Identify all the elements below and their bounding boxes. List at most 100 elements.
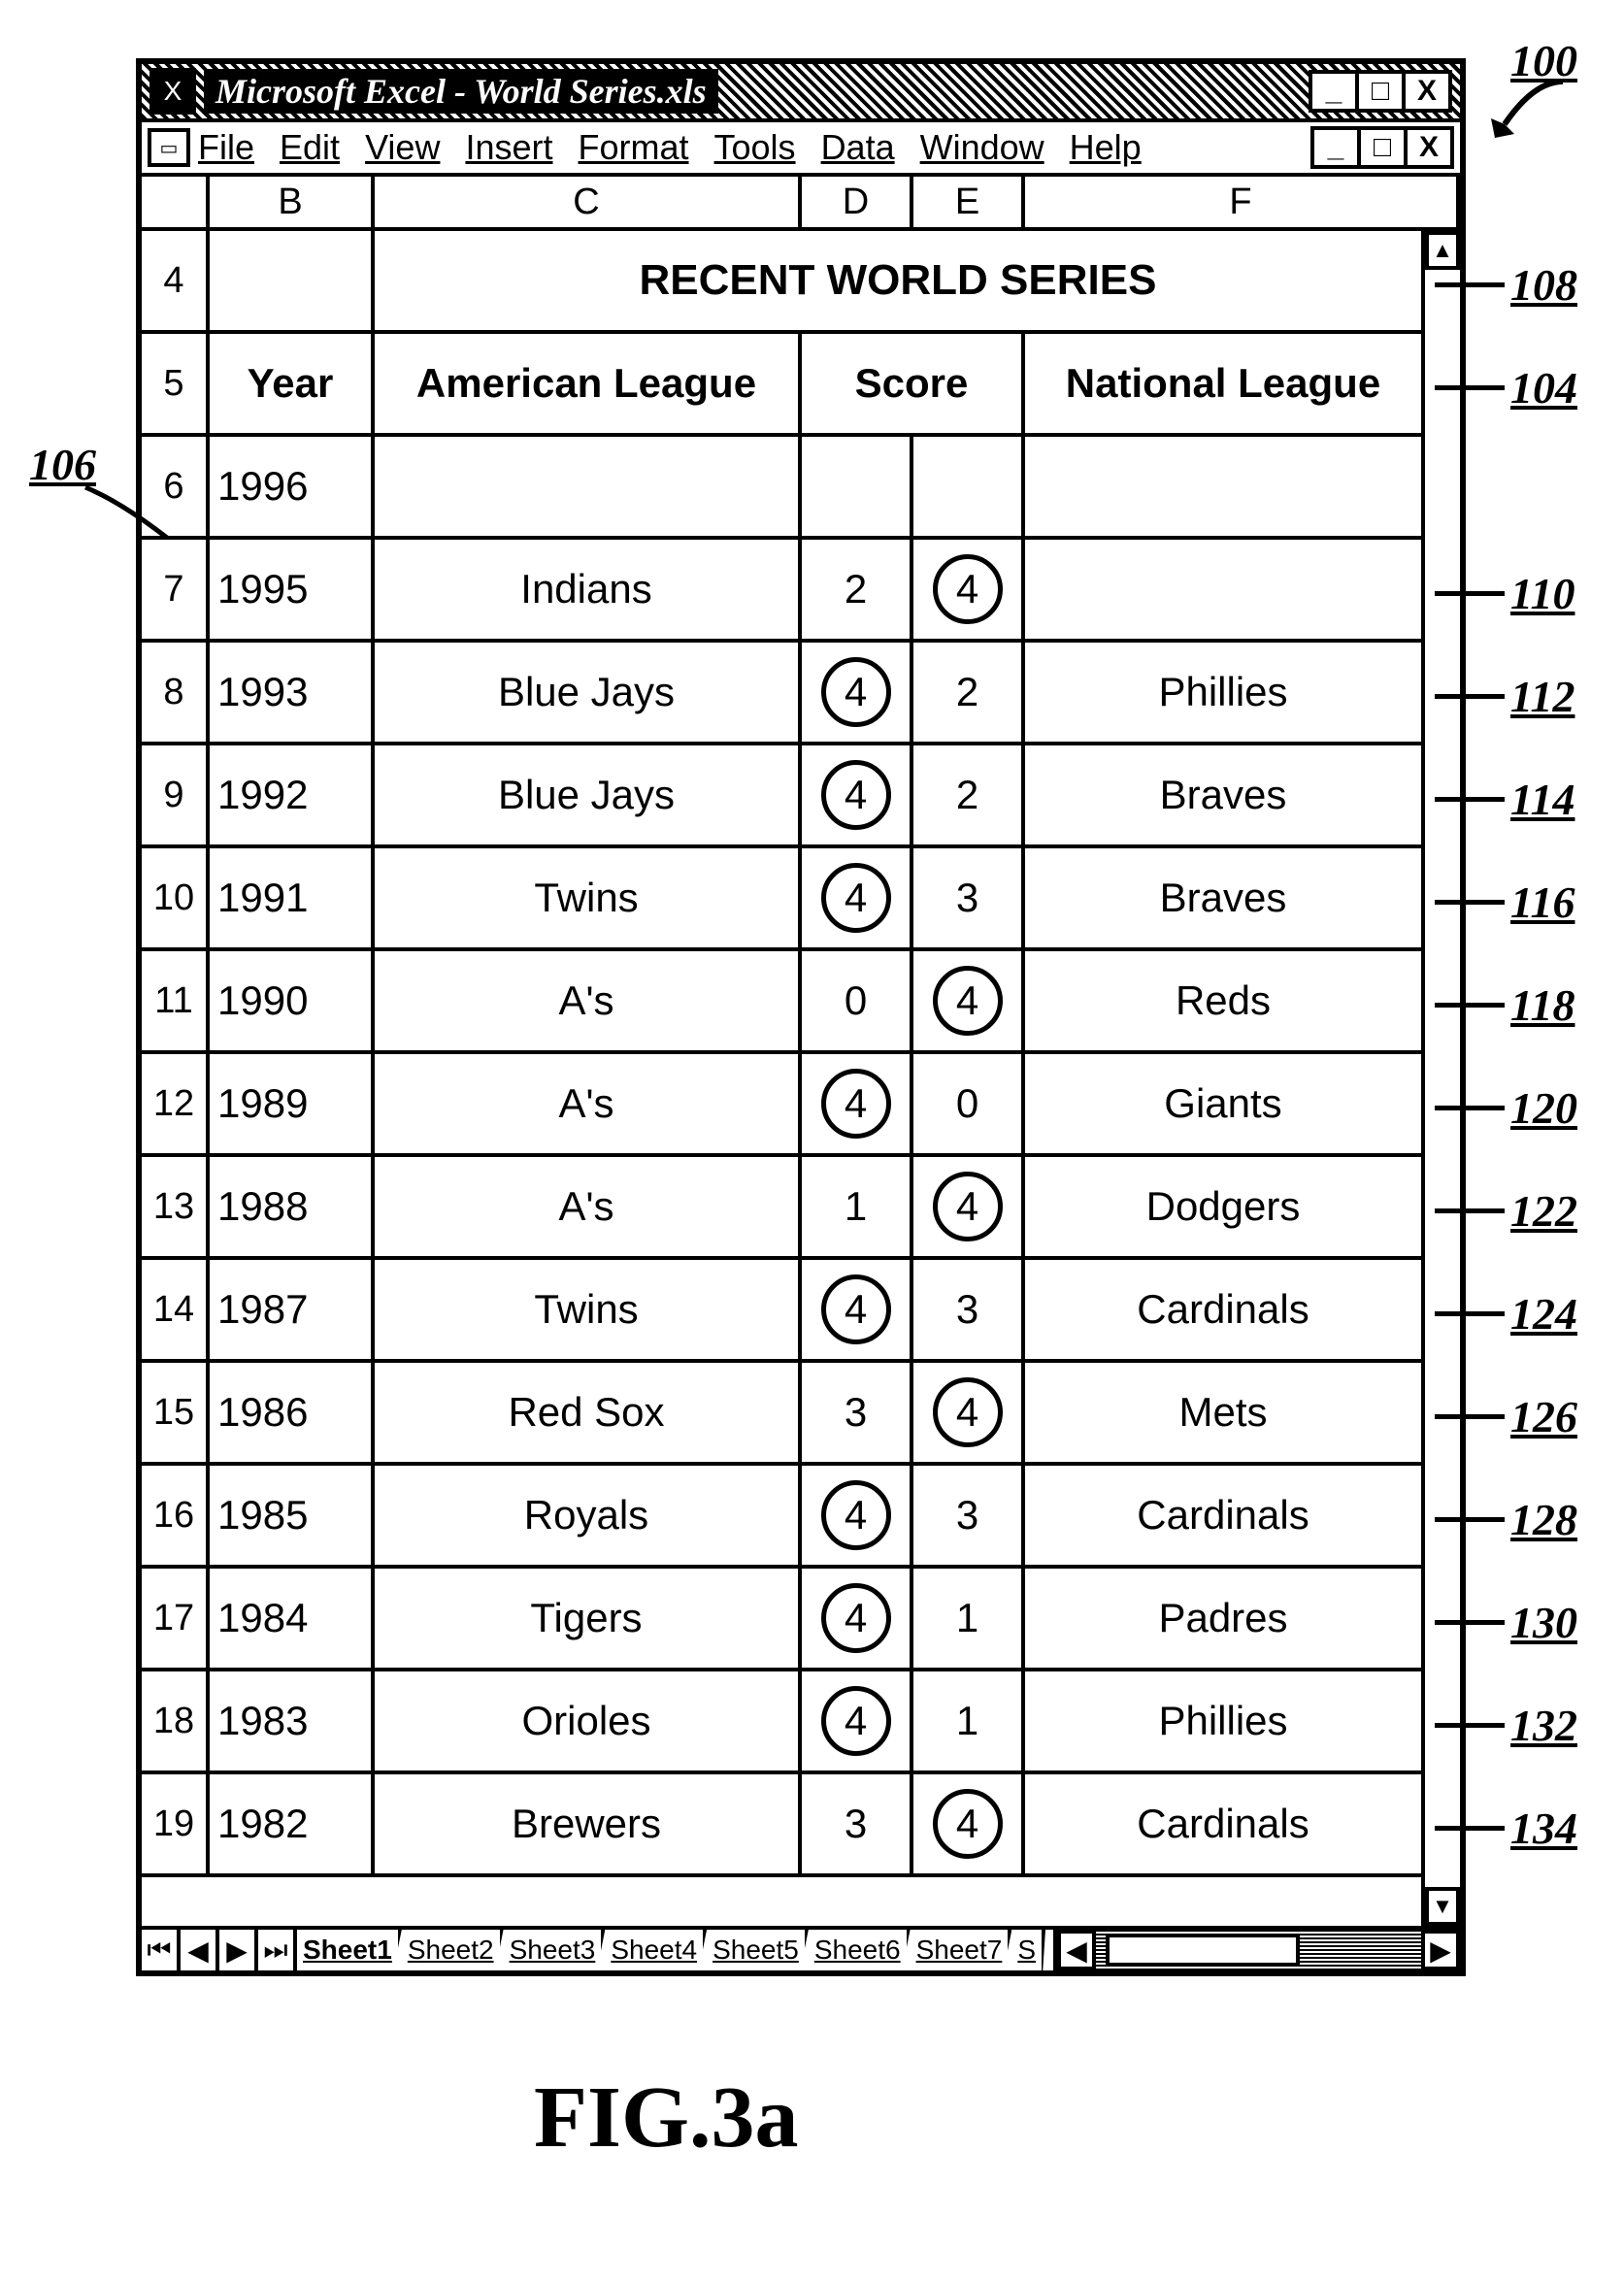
column-c[interactable]: C — [375, 177, 802, 227]
cell-score-d[interactable]: 4 — [802, 1671, 913, 1770]
cell-year[interactable]: 1986 — [210, 1363, 375, 1462]
cell-score-e[interactable]: 1 — [913, 1569, 1025, 1668]
row-number[interactable]: 9 — [142, 745, 210, 844]
cell-score-e[interactable] — [913, 437, 1025, 536]
row-number[interactable]: 13 — [142, 1157, 210, 1256]
cell-score-e[interactable]: 3 — [913, 1260, 1025, 1359]
menu-view[interactable]: View — [365, 127, 440, 168]
cell-nl[interactable]: Braves — [1025, 848, 1421, 947]
cell-year[interactable]: 1990 — [210, 951, 375, 1050]
cell-nl[interactable]: Padres — [1025, 1569, 1421, 1668]
cell-year[interactable]: 1995 — [210, 540, 375, 639]
cell-score-e[interactable]: 4 — [913, 1157, 1025, 1256]
column-b[interactable]: B — [210, 177, 375, 227]
cell-year[interactable]: 1984 — [210, 1569, 375, 1668]
column-e[interactable]: E — [913, 177, 1025, 227]
cell-nl[interactable]: Mets — [1025, 1363, 1421, 1462]
cell-nl[interactable]: Reds — [1025, 951, 1421, 1050]
cell-score-e[interactable]: 0 — [913, 1054, 1025, 1153]
scroll-down-button[interactable]: ▼ — [1425, 1887, 1460, 1926]
cell-year[interactable]: 1996 — [210, 437, 375, 536]
scroll-left-button[interactable]: ◀ — [1057, 1930, 1096, 1970]
cell-score-e[interactable]: 4 — [913, 1363, 1025, 1462]
cell-year[interactable]: 1989 — [210, 1054, 375, 1153]
cell-al[interactable]: A's — [375, 1054, 802, 1153]
scroll-right-button[interactable]: ▶ — [1421, 1930, 1460, 1970]
tabs-prev-button[interactable]: ◀ — [181, 1930, 219, 1970]
sheet-tab[interactable]: Sheet6 — [809, 1930, 911, 1970]
cell-score-d[interactable]: 0 — [802, 951, 913, 1050]
sheet-tab[interactable]: Sheet4 — [605, 1930, 707, 1970]
row-number[interactable]: 15 — [142, 1363, 210, 1462]
cell-score-e[interactable]: 1 — [913, 1671, 1025, 1770]
cell-year[interactable]: 1991 — [210, 848, 375, 947]
cell-nl[interactable]: Phillies — [1025, 643, 1421, 742]
minimize-button[interactable]: _ — [1309, 70, 1359, 113]
cell-score-d[interactable]: 1 — [802, 1157, 913, 1256]
header-year[interactable]: Year — [210, 334, 375, 433]
doc-close-button[interactable]: X — [1404, 126, 1454, 169]
cell-year[interactable]: 1988 — [210, 1157, 375, 1256]
cell-al[interactable]: Blue Jays — [375, 745, 802, 844]
cell-nl[interactable]: Braves — [1025, 745, 1421, 844]
cell-score-e[interactable]: 2 — [913, 643, 1025, 742]
cell-score-d[interactable]: 4 — [802, 1466, 913, 1565]
row-number[interactable]: 10 — [142, 848, 210, 947]
cell-score-d[interactable]: 4 — [802, 643, 913, 742]
row-number[interactable]: 17 — [142, 1569, 210, 1668]
sheet-tab[interactable]: Sheet3 — [504, 1930, 606, 1970]
header-al[interactable]: American League — [375, 334, 802, 433]
cell-score-d[interactable]: 4 — [802, 1054, 913, 1153]
cell-score-d[interactable]: 4 — [802, 848, 913, 947]
menu-file[interactable]: File — [198, 127, 254, 168]
column-d[interactable]: D — [802, 177, 913, 227]
sheet-tab[interactable]: Sheet7 — [911, 1930, 1012, 1970]
horizontal-scrollbar[interactable]: ◀ ▶ — [1053, 1930, 1460, 1970]
cell-score-d[interactable]: 3 — [802, 1363, 913, 1462]
cell-al[interactable]: Brewers — [375, 1774, 802, 1873]
maximize-button[interactable]: □ — [1355, 70, 1406, 113]
sheet-tab[interactable]: Sheet2 — [402, 1930, 504, 1970]
cell-nl[interactable]: Giants — [1025, 1054, 1421, 1153]
cell-nl[interactable]: Cardinals — [1025, 1774, 1421, 1873]
cell-year[interactable]: 1993 — [210, 643, 375, 742]
cell-nl[interactable] — [1025, 437, 1421, 536]
cell-score-d[interactable]: 2 — [802, 540, 913, 639]
cell-al[interactable]: Royals — [375, 1466, 802, 1565]
spreadsheet-grid[interactable]: 4 RECENT WORLD SERIES 5 Year American Le… — [142, 231, 1421, 1926]
doc-minimize-button[interactable]: _ — [1310, 126, 1361, 169]
tabs-last-button[interactable]: ⏭ — [258, 1930, 297, 1970]
cell-score-d[interactable] — [802, 437, 913, 536]
menu-format[interactable]: Format — [579, 127, 689, 168]
cell-nl[interactable]: Cardinals — [1025, 1466, 1421, 1565]
title-cell[interactable]: RECENT WORLD SERIES — [375, 231, 1421, 330]
doc-maximize-button[interactable]: □ — [1357, 126, 1408, 169]
doc-icon[interactable]: ▭ — [148, 128, 190, 167]
cell-score-e[interactable]: 3 — [913, 848, 1025, 947]
row-number[interactable]: 12 — [142, 1054, 210, 1153]
menu-help[interactable]: Help — [1070, 127, 1142, 168]
menu-edit[interactable]: Edit — [280, 127, 340, 168]
tabs-next-button[interactable]: ▶ — [219, 1930, 258, 1970]
sheet-tab[interactable]: Sheet1 — [297, 1930, 402, 1970]
cell-al[interactable]: A's — [375, 1157, 802, 1256]
row-number[interactable]: 19 — [142, 1774, 210, 1873]
menu-window[interactable]: Window — [920, 127, 1044, 168]
menu-insert[interactable]: Insert — [465, 127, 552, 168]
cell-score-d[interactable]: 3 — [802, 1774, 913, 1873]
row-number[interactable]: 14 — [142, 1260, 210, 1359]
row-number[interactable]: 18 — [142, 1671, 210, 1770]
menu-data[interactable]: Data — [821, 127, 895, 168]
cell-al[interactable]: A's — [375, 951, 802, 1050]
cell-nl[interactable] — [1025, 540, 1421, 639]
cell-nl[interactable]: Phillies — [1025, 1671, 1421, 1770]
sheet-tab[interactable]: S — [1011, 1930, 1045, 1970]
cell-score-e[interactable]: 4 — [913, 540, 1025, 639]
close-button[interactable]: X — [1402, 70, 1452, 113]
titlebar[interactable]: X Microsoft Excel - World Series.xls _ □… — [142, 64, 1460, 122]
header-score[interactable]: Score — [802, 334, 1025, 433]
cell-score-e[interactable]: 3 — [913, 1466, 1025, 1565]
rownum-4[interactable]: 4 — [142, 231, 210, 330]
cell-year[interactable]: 1987 — [210, 1260, 375, 1359]
cell-nl[interactable]: Cardinals — [1025, 1260, 1421, 1359]
